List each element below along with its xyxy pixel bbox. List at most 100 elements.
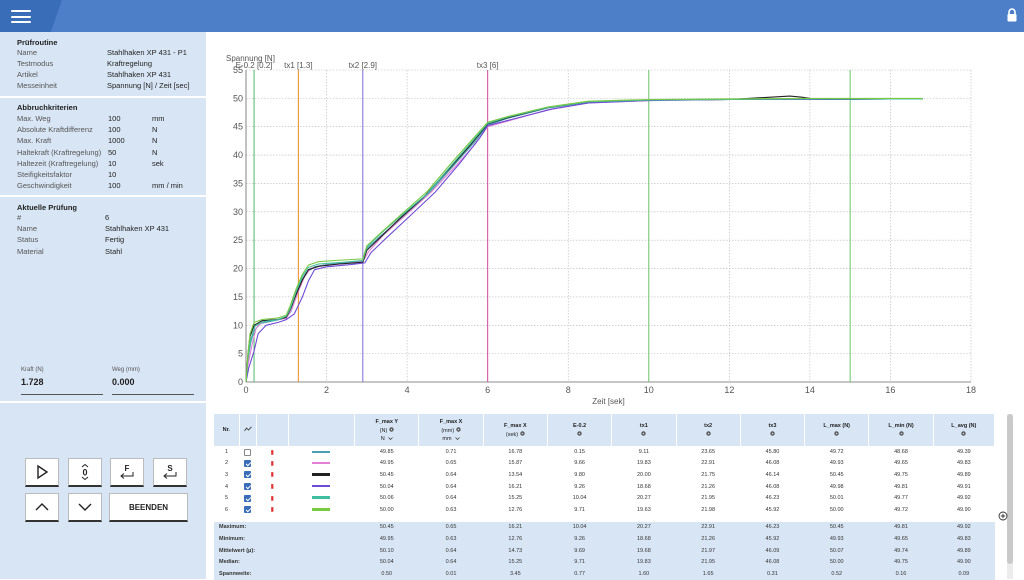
table-cell: 20.27 [611,492,677,504]
row-checkbox-cell[interactable] [239,446,257,458]
field-row: Testmodus Kraftregelung [17,59,152,68]
force-time-chart: 0 5 10 15 20 25 30 35 40 45 50 55 0 2 4 6 8 10 12 14 16 18 Spa… [226,54,976,406]
series-line [245,95,923,383]
table-cell: 0.64 [418,492,484,504]
add-column-icon[interactable] [998,511,1008,521]
gear-icon[interactable] [834,430,839,436]
column-header[interactable]: L_min (N) [868,414,934,446]
y-tick-label: 35 [233,178,243,188]
column-header[interactable]: F_max X (sek) [483,414,548,446]
stats-cell: 50.10 [354,544,419,557]
gear-icon[interactable] [519,430,525,436]
gear-icon[interactable] [898,430,904,436]
gear-icon[interactable] [961,430,967,436]
row-checkbox[interactable] [244,494,252,502]
delete-icon[interactable]: ▮ [270,449,274,456]
table-cell: 49.65 [868,457,934,470]
table-cell: 49.90 [933,503,995,516]
table-cell: 49.92 [933,492,995,504]
table-cell: 21.95 [676,492,741,504]
column-header[interactable]: L_avg (N) [933,414,996,446]
stats-label: Spannweite: [214,567,355,580]
stop-button[interactable]: BEENDEN [109,493,188,522]
delete-cell[interactable]: ▮ [256,503,289,516]
row-checkbox-cell[interactable] [239,492,257,504]
delete-icon[interactable]: ▮ [270,484,274,491]
row-checkbox[interactable] [244,448,252,456]
row-checkbox[interactable] [244,471,252,479]
move-down-button[interactable] [68,493,102,522]
stats-cell: 14.73 [483,544,548,557]
stats-label: Maximum: [214,521,355,534]
delete-cell[interactable]: ▮ [256,446,289,458]
s-return-button[interactable]: S [153,458,187,487]
unit-select[interactable]: N [355,436,418,442]
row-checkbox-cell[interactable] [239,469,257,481]
column-header[interactable]: tx1 [611,414,677,446]
marker-label: tx3 [6] [477,61,499,70]
row-checkbox[interactable] [244,459,252,467]
field-row: Status Fertig [17,235,124,244]
zero-button[interactable]: 0 [68,458,102,487]
column-header[interactable]: F_max X (mm) mm [418,414,484,446]
table-row: 6 ▮ 50.00 0.63 12.76 9.71 19.63 21.98 45.92 50.00… [214,503,995,516]
row-checkbox[interactable] [244,506,252,514]
delete-icon[interactable]: ▮ [270,507,274,514]
table-cell: 9.66 [547,457,612,470]
lock-icon[interactable] [1006,8,1018,22]
field-value: 6 [105,213,110,222]
delete-cell[interactable]: ▮ [256,492,289,504]
gear-icon[interactable] [641,430,647,436]
field-row: Material Stahl [17,247,122,256]
start-button[interactable] [25,458,59,487]
field-value: Stahl [105,246,123,256]
column-header[interactable]: tx3 [740,414,806,446]
row-checkbox-cell[interactable] [239,457,257,470]
column-header[interactable]: L_max (N) [804,414,870,446]
row-checkbox-cell[interactable] [239,503,257,516]
column-header [239,414,257,446]
hamburger-icon[interactable] [11,10,31,23]
delete-icon[interactable]: ▮ [270,460,274,467]
column-title: F_max X [439,418,463,425]
delete-icon[interactable]: ▮ [270,495,274,502]
field-label: Absolute Kraftdifferenz [17,125,93,135]
row-checkbox-cell[interactable] [239,480,257,493]
gear-icon[interactable] [577,430,582,436]
column-header[interactable]: tx2 [676,414,741,446]
column-header[interactable]: F_max Y (N) N [354,414,420,446]
table-cell: 46.23 [740,492,805,504]
weg-value: 0.000 [112,377,135,387]
move-up-button[interactable] [25,493,59,522]
stats-cell: 49.90 [933,556,995,568]
delete-cell[interactable]: ▮ [256,469,289,481]
stats-cell: 46.23 [740,521,805,534]
gear-icon[interactable] [770,430,775,436]
chevron-up-icon [35,503,49,511]
delete-cell[interactable]: ▮ [256,480,289,493]
field-value: 10 [108,170,117,179]
delete-cell[interactable]: ▮ [256,457,289,470]
gear-icon[interactable] [705,430,711,436]
stats-cell: 19.68 [611,544,677,557]
unit-select-value: N [380,435,385,442]
series-color-swatch [312,508,331,511]
chart-toggle-icon[interactable] [243,426,252,432]
column-header[interactable]: E-0.2 [547,414,613,446]
f-return-button[interactable]: F [110,458,144,487]
table-cell: 16.21 [483,480,548,493]
y-tick-label: 55 [233,65,243,75]
stats-cell: 50.07 [804,544,869,557]
unit-select[interactable]: mm [419,436,482,442]
table-cell: 45.80 [740,446,805,458]
gear-icon[interactable] [456,426,461,432]
gear-icon[interactable] [389,426,394,432]
row-checkbox[interactable] [244,483,252,491]
stats-cell: 0.52 [804,567,869,580]
stats-cell: 49.89 [933,544,995,557]
field-value: Stahlhaken XP 431 [107,70,172,79]
table-row: 1 ▮ 49.85 0.71 16.78 0.15 9.11 23.65 45.80 49.72 4… [214,446,995,458]
delete-icon[interactable]: ▮ [270,472,274,479]
x-tick-label: 18 [966,385,976,395]
table-scrollbar[interactable] [1007,414,1013,579]
